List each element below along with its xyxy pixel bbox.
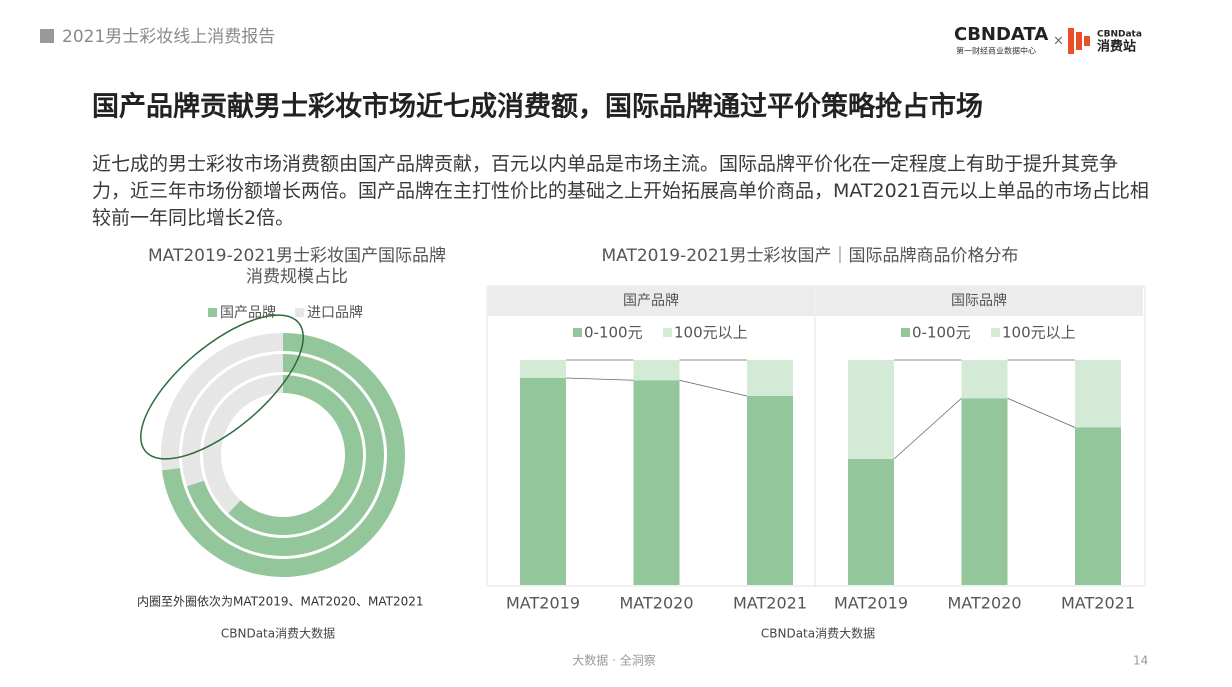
footer: 大数据 · 全洞察 [572,653,655,668]
panel-header [816,287,1143,316]
panel-title: 国际品牌 [951,292,1007,309]
x-tick-label: MAT2021 [733,594,807,613]
legend-label: 0-100元 [912,324,971,342]
series-line [679,379,748,397]
legend-swatch [991,328,1000,337]
body-text: 近七成的男士彩妆市场消费额由国产品牌贡献，百元以内单品是市场主流。国际品牌平价化… [92,153,1149,229]
panel-header [488,287,815,316]
panel-title: 国产品牌 [623,292,679,309]
x-tick-label: MAT2019 [506,594,580,613]
legend-label: 100元以上 [1002,324,1076,342]
page-number: 14 [1133,654,1148,668]
donut-segment [228,375,363,535]
donut-segment [161,333,283,471]
x-tick-label: MAT2021 [1061,594,1135,613]
donut-segment [182,354,283,487]
bar-segment [633,360,680,381]
x-tick-label: MAT2020 [620,594,694,613]
logo2-top: CBNData [1097,30,1142,40]
logo: CBNDATA [954,24,1048,45]
x-tick-label: MAT2019 [834,594,908,613]
legend-label: 国产品牌 [220,304,276,321]
report-title: 2021男士彩妆线上消费报告 [62,27,275,47]
bar-segment [1075,360,1121,428]
series-line [1007,397,1076,428]
donut-segment [202,375,283,514]
header-square [40,29,54,43]
logo-sub: 第一财经商业数据中心 [956,46,1036,56]
legend-swatch [295,308,304,317]
bar-segment [961,360,1008,399]
legend-swatch [573,328,582,337]
bar-segment [633,380,680,585]
bar-segment [1075,427,1121,585]
bar-segment [520,378,566,585]
panel-frame [486,285,1146,587]
source: CBNData消费大数据 [761,626,875,641]
chart-note: 内圈至外圈依次为MAT2019、MAT2020、MAT2021 [137,594,424,609]
bar-segment [520,360,566,378]
x-tick-label: MAT2020 [948,594,1022,613]
bar-segment [961,398,1008,585]
legend-label: 100元以上 [674,324,748,342]
logo2-icon [1068,28,1090,54]
logo-times: × [1053,34,1064,49]
legend-swatch [208,308,217,317]
legend-label: 0-100元 [584,324,643,342]
bar-segment [747,360,793,396]
bar-segment [747,396,793,585]
highlight-ellipse [140,314,304,460]
bar-segment [848,360,894,459]
legend-swatch [901,328,910,337]
headline: 国产品牌贡献男士彩妆市场近七成消费额，国际品牌通过平价策略抢占市场 [92,91,983,123]
source: CBNData消费大数据 [221,626,335,641]
chart-title: 消费规模占比 [246,267,348,287]
logo2: 消费站 [1097,39,1136,55]
legend-label: 进口品牌 [307,304,363,321]
bar-segment [848,459,894,585]
price-chart-title: MAT2019-2021男士彩妆国产｜国际品牌商品价格分布 [601,246,1018,266]
legend-swatch [663,328,672,337]
series-line [893,397,962,460]
series-line [565,377,634,381]
chart-title: MAT2019-2021男士彩妆国产国际品牌 [148,246,446,266]
